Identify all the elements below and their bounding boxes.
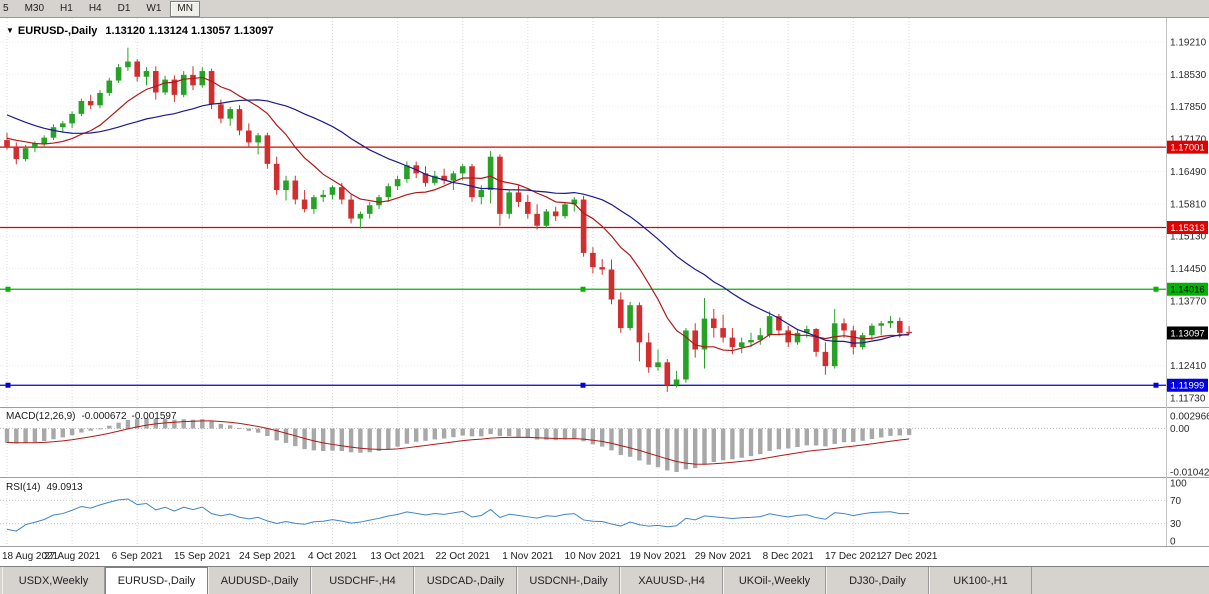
tab-eurusd-daily[interactable]: EURUSD-,Daily — [105, 567, 208, 594]
rsi-panel — [0, 498, 1166, 532]
time-axis-label: 13 Oct 2021 — [370, 551, 425, 562]
price-axis-label: 1.15130 — [1170, 232, 1207, 243]
time-axis-label: 22 Oct 2021 — [435, 551, 490, 562]
chart-ohlc-values: 1.13120 1.13124 1.13057 1.13097 — [105, 25, 274, 37]
rsi-axis-label: 100 — [1170, 479, 1187, 490]
price-axis-label: 1.12410 — [1170, 361, 1207, 372]
macd-axis-label: 0.002966 — [1170, 412, 1209, 423]
price-axis-label: 1.14450 — [1170, 264, 1207, 275]
timeframe-button-d1[interactable]: D1 — [117, 2, 131, 14]
macd-panel — [0, 418, 1166, 472]
chart-tab-bar: USDX,Weekly EURUSD-,Daily AUDUSD-,Daily USD… — [0, 566, 1209, 594]
macd-signal-line — [6, 420, 910, 465]
tab-usdcnh-daily[interactable]: USDCNH-,Daily — [517, 567, 620, 594]
tab-usdchf-h4[interactable]: USDCHF-,H4 — [311, 567, 414, 594]
price-axis-label: 1.13770 — [1170, 296, 1207, 307]
time-axis-label: 15 Sep 2021 — [174, 551, 231, 562]
macd-label: MACD(12,26,9) — [6, 411, 76, 422]
time-axis-label: 17 Dec 2021 — [825, 551, 882, 562]
svg-text:1.11999: 1.11999 — [1171, 381, 1205, 392]
hline-handle[interactable] — [580, 382, 586, 388]
macd-title: MACD(12,26,9) -0.000672 -0.001597 — [6, 411, 177, 422]
chart-window[interactable]: 1.19210 1.18530 1.17850 1.17170 1.16490 1.158… — [0, 18, 1209, 566]
hline-handle[interactable] — [5, 286, 11, 292]
collapse-triangle-icon[interactable]: ▼ — [6, 26, 14, 35]
svg-text:1.17001: 1.17001 — [1170, 143, 1204, 154]
price-axis-label: 1.11730 — [1170, 394, 1206, 405]
svg-text:1.15313: 1.15313 — [1170, 223, 1204, 234]
timeframe-button-m30[interactable]: M30 — [24, 2, 45, 14]
tab-xauusd-h4[interactable]: XAUUSD-,H4 — [620, 567, 723, 594]
price-axis-label: 1.16490 — [1170, 167, 1207, 178]
price-badge-1.15313 — [1167, 220, 1208, 234]
price-badge-1.11999 — [1167, 378, 1208, 392]
tab-uk100-h1[interactable]: UK100-,H1 — [929, 567, 1032, 594]
hline-handle[interactable] — [5, 382, 11, 388]
time-axis-label: 24 Sep 2021 — [239, 551, 296, 562]
price-axis-label: 1.17850 — [1170, 102, 1207, 113]
price-axis-label: 1.18530 — [1170, 70, 1207, 81]
candlestick-series — [4, 47, 912, 392]
panel-separators — [0, 18, 1209, 547]
macd-main-value: -0.000672 — [81, 411, 127, 422]
time-axis-label: 8 Dec 2021 — [763, 551, 815, 562]
ma-fast-line — [6, 76, 910, 352]
horizontal-line-objects[interactable] — [0, 146, 1166, 388]
hline-handle[interactable] — [1153, 286, 1159, 292]
chart-canvas[interactable]: 1.19210 1.18530 1.17850 1.17170 1.16490 1.158… — [0, 18, 1209, 566]
timeframe-button-h1[interactable]: H1 — [60, 2, 73, 14]
time-axis-label: 27 Aug 2021 — [44, 551, 101, 562]
moving-averages — [6, 76, 910, 352]
current-price-badge — [1167, 326, 1208, 340]
timeframe-button-h4[interactable]: H4 — [88, 2, 102, 14]
tab-usdcad-daily[interactable]: USDCAD-,Daily — [414, 567, 517, 594]
time-axis-label: 27 Dec 2021 — [881, 551, 938, 562]
tab-ukoil-weekly[interactable]: UKOil-,Weekly — [723, 567, 826, 594]
timeframe-button-mn[interactable]: MN — [170, 0, 200, 17]
time-axis-label: 6 Sep 2021 — [112, 551, 164, 562]
timeframe-toolbar: 5 M30 H1 H4 D1 W1 MN — [0, 0, 1209, 18]
rsi-label: RSI(14) — [6, 482, 41, 493]
hline-handle[interactable] — [1153, 382, 1159, 388]
rsi-line — [6, 498, 910, 532]
time-axis-label: 4 Oct 2021 — [308, 551, 357, 562]
time-axis-label: 1 Nov 2021 — [502, 551, 554, 562]
time-axis-label: 18 Aug 2021 — [2, 551, 59, 562]
timeframe-button-5[interactable]: 5 — [3, 2, 9, 14]
price-axis-label: 1.17170 — [1170, 135, 1207, 146]
rsi-value: 49.0913 — [46, 482, 83, 493]
chart-symbol-label: EURUSD-,Daily — [17, 25, 98, 37]
rsi-axis-label: 70 — [1170, 496, 1182, 507]
svg-text:1.14016: 1.14016 — [1170, 285, 1204, 296]
timeframe-button-w1[interactable]: W1 — [146, 2, 162, 14]
tab-usdx-weekly[interactable]: USDX,Weekly — [2, 567, 105, 594]
rsi-axis-label: 30 — [1170, 519, 1182, 530]
price-badge-1.17001 — [1167, 140, 1208, 154]
price-badge-1.14016 — [1167, 282, 1208, 296]
price-axis[interactable]: 1.19210 1.18530 1.17850 1.17170 1.16490 1.158… — [1167, 38, 1209, 548]
tab-audusd-daily[interactable]: AUDUSD-,Daily — [208, 567, 311, 594]
time-axis-label: 10 Nov 2021 — [565, 551, 622, 562]
macd-axis-label: 0.00 — [1170, 424, 1190, 435]
tab-dj30-daily[interactable]: DJ30-,Daily — [826, 567, 929, 594]
hline-handle[interactable] — [580, 286, 586, 292]
price-axis-label: 1.19210 — [1170, 38, 1207, 49]
time-axis-label: 19 Nov 2021 — [630, 551, 687, 562]
rsi-axis-label: 0 — [1170, 537, 1176, 548]
price-axis-label: 1.15810 — [1170, 199, 1207, 210]
macd-axis-label: -0.010422 — [1170, 467, 1209, 478]
time-axis-label: 29 Nov 2021 — [695, 551, 752, 562]
macd-signal-value: -0.001597 — [131, 411, 177, 422]
chart-title: ▼ EURUSD-,Daily 1.13120 1.13124 1.13057 1.… — [6, 25, 274, 37]
ma-slow-line — [6, 99, 910, 344]
rsi-title: RSI(14) 49.0913 — [6, 482, 83, 493]
svg-text:1.13097: 1.13097 — [1170, 328, 1204, 339]
